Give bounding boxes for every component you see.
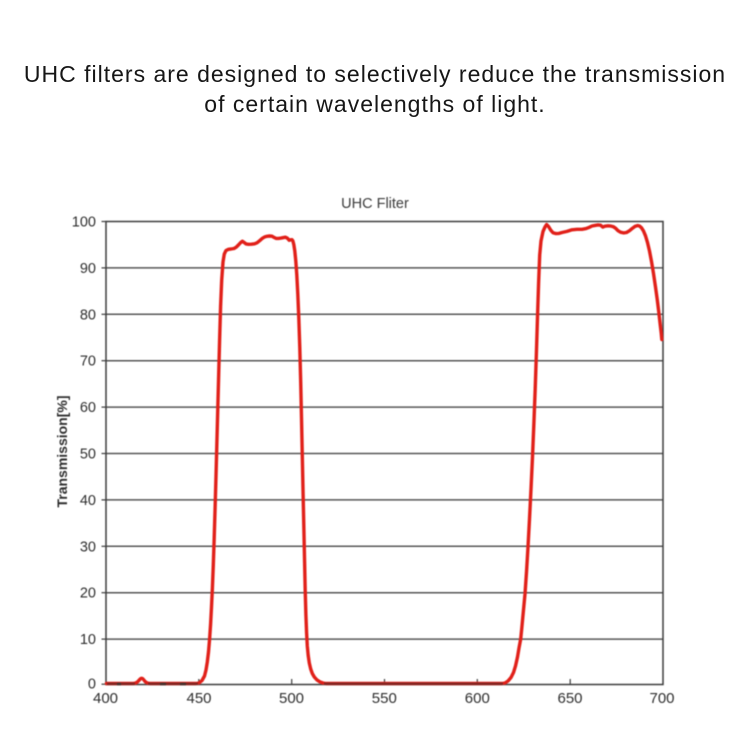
svg-text:UHC Fliter: UHC Fliter [341, 196, 409, 212]
svg-text:40: 40 [80, 493, 96, 509]
svg-text:450: 450 [186, 690, 211, 707]
svg-text:650: 650 [557, 690, 582, 707]
svg-text:80: 80 [80, 307, 96, 323]
svg-text:70: 70 [80, 354, 96, 370]
svg-text:Transmission[%]: Transmission[%] [54, 395, 70, 507]
svg-text:20: 20 [80, 586, 96, 602]
svg-text:10: 10 [80, 632, 96, 648]
svg-text:700: 700 [649, 690, 674, 707]
svg-text:100: 100 [72, 215, 96, 231]
svg-text:90: 90 [80, 261, 96, 277]
svg-text:550: 550 [372, 690, 397, 707]
svg-text:50: 50 [80, 447, 96, 463]
svg-text:30: 30 [80, 539, 96, 555]
svg-text:0: 0 [88, 677, 96, 693]
svg-text:500: 500 [279, 690, 304, 707]
svg-text:600: 600 [465, 690, 490, 707]
svg-text:400: 400 [93, 690, 118, 707]
svg-text:60: 60 [80, 400, 96, 416]
